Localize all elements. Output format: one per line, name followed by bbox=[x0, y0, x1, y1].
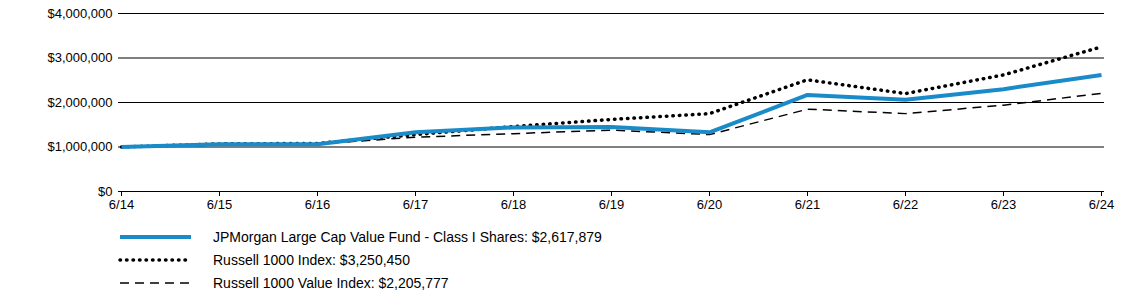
svg-text:$0: $0 bbox=[98, 184, 112, 199]
html-text:Russell 1000 Index: $3,250,450: Russell 1000 Index: $3,250,450 bbox=[213, 251, 410, 268]
svg-text:6/16: 6/16 bbox=[305, 197, 330, 212]
svg-text:$4,000,000: $4,000,000 bbox=[47, 6, 112, 21]
svg-text:6/23: 6/23 bbox=[991, 197, 1016, 212]
svg-text:6/18: 6/18 bbox=[501, 197, 526, 212]
svg-text:$3,000,000: $3,000,000 bbox=[47, 50, 112, 65]
svg-text:$2,000,000: $2,000,000 bbox=[47, 95, 112, 110]
svg-text:$1,000,000: $1,000,000 bbox=[47, 139, 112, 154]
svg-text:6/19: 6/19 bbox=[599, 197, 624, 212]
html-text:JPMorgan Large Cap Value Fund: JPMorgan Large Cap Value Fund - Class I … bbox=[213, 228, 602, 245]
svg-text:6/22: 6/22 bbox=[893, 197, 918, 212]
svg-text:6/17: 6/17 bbox=[403, 197, 428, 212]
svg-text:6/14: 6/14 bbox=[109, 197, 134, 212]
svg-text:6/24: 6/24 bbox=[1089, 197, 1114, 212]
svg-text:6/21: 6/21 bbox=[795, 197, 820, 212]
svg-text:6/20: 6/20 bbox=[697, 197, 722, 212]
html-text:Russell 1000 Value Index: $2,2: Russell 1000 Value Index: $2,205,777 bbox=[213, 274, 449, 291]
svg-text:6/15: 6/15 bbox=[207, 197, 232, 212]
